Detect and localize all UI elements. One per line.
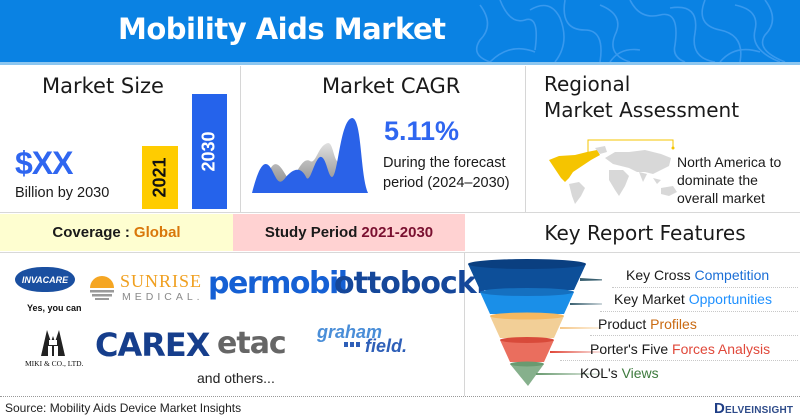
divider	[612, 287, 798, 288]
feature-accent: Opportunities	[688, 291, 772, 307]
study-period-label: Study Period	[264, 224, 358, 241]
funnel-icon	[468, 259, 602, 386]
world-map-icon	[549, 139, 677, 204]
invacare-tagline: Yes, you can	[27, 303, 82, 313]
divider	[0, 252, 800, 253]
sunrise-logo: SUNRISE	[120, 271, 203, 291]
sunrise-sun-icon	[90, 276, 114, 300]
study-period-value: 2021-2030	[361, 224, 434, 241]
divider	[590, 335, 798, 336]
divider	[525, 66, 526, 212]
graham-field-logo: graham	[317, 322, 383, 342]
cagr-subtitle: During the forecast	[383, 155, 506, 171]
divider	[560, 360, 798, 361]
others-text: and others...	[197, 370, 275, 386]
market-size-title: Market Size	[42, 74, 164, 98]
feature-accent: Forces Analysis	[672, 341, 771, 357]
permobil-logo: permobil	[208, 266, 348, 301]
miki-tree-icon	[41, 330, 65, 356]
invacare-logo: INVACARE	[15, 267, 75, 292]
feature-label: Product	[598, 316, 647, 332]
bar-label: 2021	[149, 157, 170, 198]
regional-title-line2: Market Assessment	[544, 98, 740, 122]
coverage-band: Coverage : Global	[0, 214, 233, 251]
ottobock-logo: ottobock.	[334, 266, 487, 301]
footer-divider	[0, 396, 800, 397]
feature-label: Key Market	[614, 291, 685, 307]
graham-square	[350, 342, 354, 347]
feature-label: KOL's	[580, 365, 618, 381]
carex-logo: CAREX	[95, 326, 210, 364]
divider	[0, 212, 800, 213]
coverage-value: Global	[133, 224, 181, 241]
feature-accent: Profiles	[650, 316, 697, 332]
divider	[240, 66, 241, 212]
market-size-value: $XX	[15, 145, 73, 181]
feature-kol-views: KOL's Views	[580, 365, 659, 381]
feature-competition: Key Cross Competition	[626, 267, 769, 283]
key-report-features-title: Key Report Features	[544, 220, 746, 245]
graham-square	[356, 342, 360, 347]
header-banner: Mobility Aids Market	[0, 0, 800, 62]
feature-accent: Views	[621, 365, 659, 381]
bar-label: 2030	[199, 131, 220, 172]
brand-rest: ELVEINSIGHT	[725, 405, 794, 416]
cagr-value: 5.11%	[384, 116, 460, 146]
divider	[600, 311, 798, 312]
bar-2030: 2030	[192, 94, 227, 209]
cagr-period: period (2024–2030)	[383, 175, 510, 191]
regional-callout: North America to dominate the overall ma…	[677, 154, 782, 206]
market-size-subtitle: Billion by 2030	[15, 185, 110, 201]
delveinsight-logo: DELVEINSIGHT	[714, 400, 793, 417]
source-text: Source: Mobility Aids Device Market Insi…	[5, 401, 242, 415]
sunrise-logo-sub: MEDICAL.	[122, 291, 204, 303]
feature-accent: Competition	[694, 267, 770, 283]
etac-logo: etac	[217, 326, 287, 361]
page-title: Mobility Aids Market	[118, 12, 446, 46]
feature-porters: Porter's Five Forces Analysis	[590, 341, 770, 357]
brand-initial: D	[714, 400, 726, 417]
regional-title: Regional	[544, 72, 631, 96]
header-underline	[0, 62, 800, 65]
feature-label: Key Cross	[626, 267, 691, 283]
study-period-band: Study Period 2021-2030	[233, 214, 465, 251]
coverage-label: Coverage :	[52, 224, 130, 241]
divider	[464, 253, 465, 396]
bar-2021: 2021	[142, 146, 178, 209]
wave-chart-icon	[252, 118, 368, 193]
feature-opportunities: Key Market Opportunities	[614, 291, 772, 307]
graham-field-logo-sub: field.	[365, 336, 408, 356]
market-cagr-title: Market CAGR	[322, 74, 461, 98]
decorative-pattern-icon	[475, 0, 786, 62]
feature-profiles: Product Profiles	[598, 316, 697, 332]
feature-label: Porter's Five	[590, 341, 669, 357]
miki-logo-text: MIKI & CO., LTD.	[25, 359, 84, 368]
graham-square	[344, 342, 348, 347]
